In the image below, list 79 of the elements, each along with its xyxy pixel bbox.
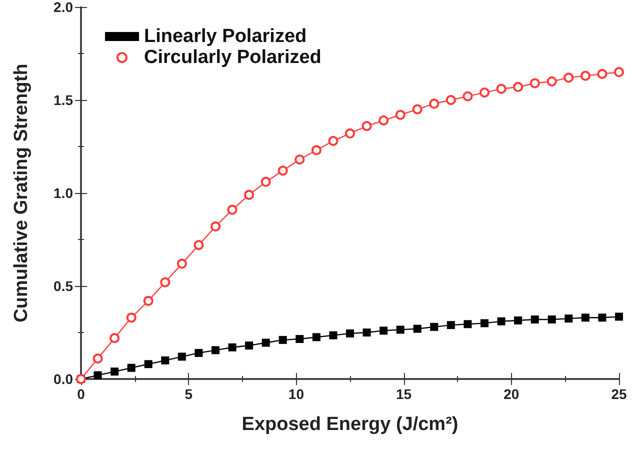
point	[262, 338, 270, 347]
point	[143, 296, 154, 306]
point	[94, 371, 102, 380]
x-tick-label: 0	[77, 386, 86, 402]
point	[296, 335, 304, 344]
point	[412, 104, 422, 114]
point	[278, 166, 288, 176]
x-axis-title: Exposed Energy (J/cm²)	[242, 414, 458, 435]
point	[514, 316, 522, 324]
point	[328, 136, 338, 146]
point	[497, 317, 506, 326]
point	[564, 314, 573, 323]
point	[176, 258, 187, 269]
point	[362, 121, 372, 132]
point	[345, 128, 355, 138]
point	[92, 354, 103, 364]
point	[346, 329, 354, 338]
point	[530, 315, 539, 324]
point	[581, 314, 590, 322]
point	[530, 78, 540, 88]
point	[144, 360, 152, 368]
point	[362, 328, 371, 336]
y-tick-label: 2.0	[54, 0, 74, 15]
point	[210, 221, 220, 232]
point	[278, 336, 287, 344]
x-tick-label: 20	[504, 386, 520, 402]
point	[430, 322, 438, 331]
point	[446, 95, 456, 105]
y-axis-title: Cumulative Grating Strength	[11, 64, 32, 322]
point	[598, 314, 606, 322]
point	[312, 333, 320, 342]
point	[396, 326, 404, 334]
y-tick-label: 1.5	[54, 92, 74, 108]
point	[413, 324, 422, 333]
y-tick-label: 0.5	[54, 278, 74, 294]
x-tick-label: 10	[288, 386, 304, 402]
point	[429, 98, 440, 109]
point	[126, 312, 136, 323]
point	[127, 364, 136, 372]
point	[395, 110, 406, 120]
y-tick-label: 1.0	[54, 185, 74, 201]
point	[597, 68, 608, 79]
point	[245, 342, 254, 350]
point	[546, 76, 557, 86]
point	[260, 176, 271, 187]
point	[548, 315, 556, 324]
x-tick-label: 15	[396, 386, 412, 402]
point	[480, 319, 488, 328]
y-tick-label: 0.0	[54, 371, 74, 387]
point	[294, 154, 305, 165]
point	[110, 368, 119, 376]
point	[228, 343, 236, 352]
point	[178, 352, 186, 361]
point	[580, 70, 590, 81]
point	[244, 190, 254, 200]
x-tick-label: 25	[611, 386, 627, 402]
legend-label: Linearly Polarized	[144, 26, 307, 47]
point	[194, 240, 204, 250]
point	[480, 88, 490, 98]
point	[329, 331, 338, 340]
point	[161, 356, 170, 364]
point	[212, 346, 220, 354]
x-tick-label: 5	[184, 386, 193, 402]
point	[513, 82, 524, 92]
legend-label: Circularly Polarized	[144, 47, 322, 68]
point	[110, 333, 120, 344]
point	[462, 91, 473, 102]
point	[564, 72, 574, 83]
point	[160, 277, 170, 288]
point	[227, 204, 238, 215]
point	[378, 115, 389, 126]
point	[446, 321, 455, 330]
point	[615, 312, 623, 321]
point	[311, 145, 322, 156]
point	[496, 84, 506, 94]
point	[194, 348, 203, 357]
point	[614, 67, 624, 78]
point	[380, 326, 388, 335]
point	[464, 320, 472, 328]
